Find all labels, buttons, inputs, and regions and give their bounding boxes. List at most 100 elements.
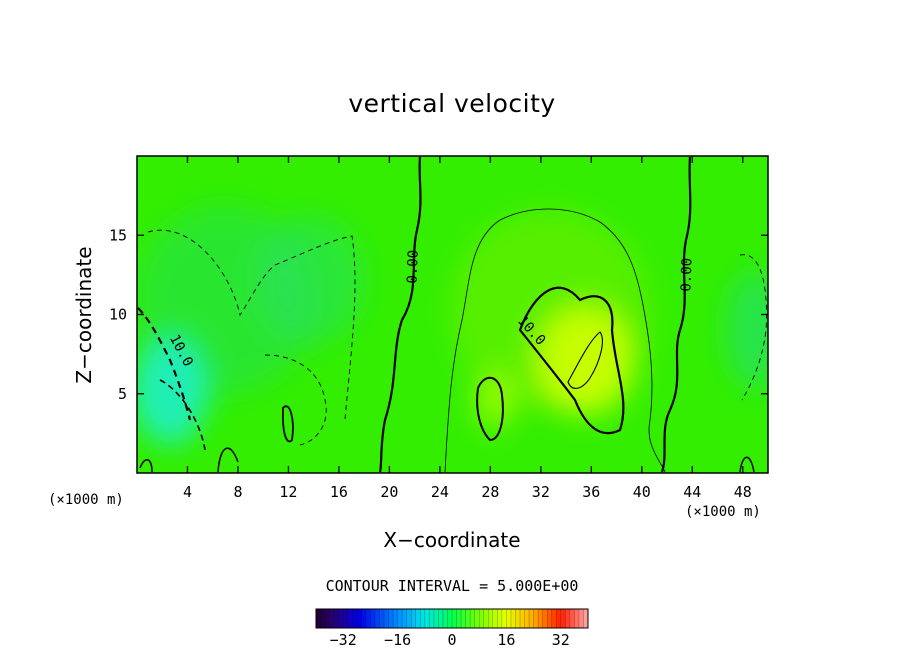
y-axis: 5 10 15: [109, 226, 768, 403]
x-unit-right: (×1000 m): [685, 504, 761, 520]
colorbar-swatch: [470, 609, 476, 628]
colorbar-swatch: [533, 609, 539, 628]
colorbar-swatch: [343, 609, 349, 628]
colorbar-swatch: [325, 609, 330, 628]
contour-plus-five: [444, 208, 666, 473]
x-tick-label: 20: [380, 483, 398, 501]
contour-minus-five-center: [264, 354, 327, 446]
contour-interval-text: CONTOUR INTERVAL = 5.000E+00: [326, 577, 579, 595]
colorbar-ticks: −32 −16 0 16 32: [330, 631, 570, 649]
colorbar-swatch: [583, 609, 589, 628]
contour-surface-b: [217, 447, 239, 473]
colorbar-frame: [315, 608, 589, 629]
colorbar-swatch: [411, 609, 417, 628]
colorbar-swatch: [420, 609, 426, 628]
colorbar-swatch: [447, 609, 453, 628]
colorbar-tick-label: −16: [384, 631, 411, 649]
y-tick-label: 5: [118, 385, 127, 403]
colorbar-swatch: [492, 609, 498, 628]
contour-minus-five-east: [739, 254, 767, 401]
colorbar-tick-label: 32: [552, 631, 570, 649]
x-tick-label: 24: [431, 483, 449, 501]
colorbar-swatch: [578, 609, 584, 628]
colorbar-swatch: [506, 609, 512, 628]
x-tick-label: 36: [582, 483, 600, 501]
x-tick-label: 4: [183, 483, 192, 501]
chart-title: vertical velocity: [348, 89, 555, 118]
colorbar-swatch: [488, 609, 494, 628]
colorbar-swatch: [352, 609, 358, 628]
contour-minus-ten: [137, 307, 192, 421]
colorbar-swatch: [356, 609, 362, 628]
colorbar-swatch: [529, 609, 534, 628]
colorbar-swatch: [442, 609, 448, 628]
x-tick-label: 44: [683, 483, 701, 501]
contour-minus-five: [147, 229, 356, 421]
shade-central-downdraft: [255, 215, 365, 345]
colorbar-swatch: [320, 609, 326, 628]
colorbar-swatch: [316, 609, 321, 628]
contour-plus-ten-secondary: [476, 376, 504, 442]
contour-zero-east: [660, 156, 692, 473]
colorbar-swatch: [456, 609, 462, 628]
colorbar-swatch: [461, 609, 466, 628]
colorbar-swatch: [374, 609, 380, 628]
colorbar: [315, 608, 589, 629]
colorbar-swatch: [501, 609, 507, 628]
contour-label: 0.00: [405, 250, 422, 284]
colorbar-swatch: [547, 609, 553, 628]
x-tick-label: 32: [532, 483, 550, 501]
contour-small-cell: [282, 405, 294, 443]
y-tick-label: 10: [109, 306, 127, 324]
colorbar-swatch: [329, 609, 335, 628]
colorbar-tick-label: 0: [447, 631, 456, 649]
shaded-field: [137, 205, 768, 445]
colorbar-swatch: [452, 609, 457, 628]
shade-downdraft-core: [137, 335, 208, 445]
shade-updraft-core: [535, 305, 635, 415]
x-tick-label: 8: [233, 483, 242, 501]
colorbar-swatch: [347, 609, 353, 628]
y-axis-label: Z−coordinate: [72, 246, 96, 383]
shade-east-downdraft: [725, 270, 768, 390]
colorbar-swatch: [338, 609, 344, 628]
colorbar-swatch: [379, 609, 385, 628]
contour-surface-c: [739, 456, 755, 473]
y-tick-label: 15: [109, 226, 127, 244]
colorbar-tick-label: 16: [497, 631, 515, 649]
colorbar-swatch: [483, 609, 489, 628]
colorbar-swatch: [384, 609, 389, 628]
contour-zero-central: [378, 156, 422, 473]
colorbar-swatch: [479, 609, 485, 628]
colorbar-swatch: [429, 609, 435, 628]
colorbar-swatch: [370, 609, 376, 628]
x-tick-label: 48: [734, 483, 752, 501]
colorbar-swatch: [424, 609, 430, 628]
x-tick-label: 40: [633, 483, 651, 501]
colorbar-swatch: [406, 609, 412, 628]
colorbar-swatch: [334, 609, 340, 628]
colorbar-swatch: [510, 609, 516, 628]
colorbar-swatch: [542, 609, 548, 628]
colorbar-swatch: [524, 609, 530, 628]
colorbar-swatch: [365, 609, 371, 628]
colorbar-swatch: [415, 609, 421, 628]
colorbar-swatch: [520, 609, 525, 628]
x-axis-label: X−coordinate: [383, 528, 520, 552]
colorbar-swatch: [497, 609, 503, 628]
contour-lines: [137, 156, 767, 473]
colorbar-swatch: [569, 609, 575, 628]
colorbar-swatch: [388, 609, 394, 628]
colorbar-swatch: [393, 609, 398, 628]
colorbar-swatch: [574, 609, 580, 628]
colorbar-swatch: [465, 609, 471, 628]
colorbar-swatch: [551, 609, 557, 628]
contour-plus-ten: [518, 286, 625, 435]
contour-label: 0.00: [678, 258, 695, 292]
colorbar-swatch: [438, 609, 444, 628]
contour-plus-fifteen: [567, 331, 603, 389]
colorbar-swatch: [397, 609, 403, 628]
x-tick-label: 16: [330, 483, 348, 501]
shade-updraft-secondary: [475, 372, 515, 428]
